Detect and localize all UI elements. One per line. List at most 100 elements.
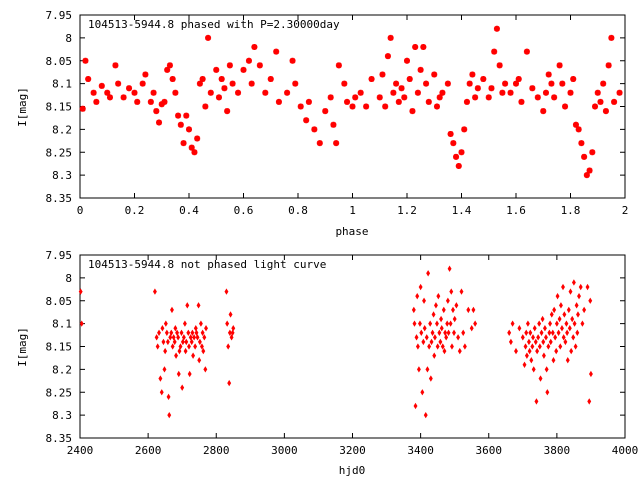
data-point: [447, 130, 454, 137]
tick-group: 0 0.2 0.4 0.6 0.8 1 1.2 1.4 1.6 1.8 2 7.95 8 8.05 8.1 8…: [46, 9, 629, 217]
data-point: [425, 366, 430, 373]
data-point: [398, 85, 405, 92]
chart-title: 104513-5944.8 phased with P=2.30000day: [88, 18, 340, 31]
data-point: [177, 121, 184, 128]
data-point: [139, 80, 146, 87]
data-point: [565, 329, 570, 336]
data-point: [522, 361, 527, 368]
data-point: [193, 325, 198, 332]
data-point: [79, 320, 84, 327]
data-point: [439, 325, 444, 332]
data-point: [166, 393, 171, 400]
data-point: [192, 334, 197, 341]
data-point: [104, 89, 111, 96]
data-point: [431, 311, 436, 318]
data-point: [548, 320, 553, 327]
data-point: [413, 402, 418, 410]
data-point: [513, 80, 519, 87]
data-point: [186, 126, 192, 133]
data-point: [600, 80, 607, 87]
data-point: [120, 94, 127, 101]
data-point: [561, 283, 565, 291]
data-point: [176, 334, 181, 341]
data-point: [588, 297, 593, 304]
x-tick-label: 2800: [203, 444, 230, 457]
data-point: [445, 320, 450, 327]
data-point: [517, 325, 522, 332]
data-point: [412, 44, 419, 51]
data-point: [166, 62, 173, 69]
data-point: [448, 320, 453, 327]
data-point: [520, 334, 525, 341]
data-point: [170, 306, 174, 314]
y-tick-label: 7.95: [46, 9, 73, 22]
data-point: [180, 140, 187, 147]
data-point: [531, 334, 535, 341]
data-point: [540, 108, 547, 115]
data-point: [175, 329, 180, 336]
data-point: [523, 48, 530, 55]
data-point: [543, 325, 547, 332]
data-point: [567, 89, 574, 96]
data-point: [411, 306, 416, 314]
data-point: [368, 76, 375, 83]
data-point: [335, 62, 342, 69]
data-point: [523, 343, 528, 350]
data-point: [559, 302, 563, 309]
data-point: [311, 126, 318, 133]
data-point: [538, 375, 543, 382]
data-point: [201, 347, 206, 355]
data-point: [154, 334, 159, 341]
x-tick-label: 3800: [544, 444, 571, 457]
data-point: [414, 334, 419, 341]
data-point: [191, 352, 196, 359]
data-point: [245, 57, 252, 64]
y-tick-label: 8.35: [46, 192, 73, 205]
data-point: [541, 352, 546, 359]
data-point: [178, 343, 183, 350]
data-point: [570, 76, 577, 83]
data-point: [582, 306, 587, 314]
data-point: [566, 306, 571, 314]
data-point: [327, 94, 334, 101]
data-point: [608, 34, 615, 41]
data-point: [457, 347, 462, 355]
data-point: [562, 311, 567, 318]
data-point: [542, 89, 549, 96]
data-point: [529, 357, 534, 364]
data-point: [199, 343, 204, 350]
data-point: [164, 66, 171, 73]
data-point: [384, 53, 391, 60]
data-point: [79, 105, 86, 112]
data-point: [199, 76, 206, 83]
data-point: [162, 366, 167, 373]
data-point: [565, 357, 570, 364]
data-point: [303, 117, 310, 124]
data-point: [188, 334, 193, 341]
data-point: [562, 103, 569, 110]
x-tick-label: 2400: [67, 444, 94, 457]
data-point: [182, 320, 187, 327]
data-point: [194, 135, 201, 142]
data-point: [605, 62, 612, 69]
data-point: [556, 62, 563, 69]
data-point: [434, 302, 438, 309]
data-point: [446, 329, 451, 336]
data-point: [414, 89, 421, 96]
data-point: [202, 103, 209, 110]
data-point: [226, 343, 231, 350]
data-point: [461, 329, 466, 336]
data-point: [256, 62, 263, 69]
data-point: [420, 44, 427, 51]
data-point: [524, 329, 529, 336]
data-points: [78, 265, 593, 419]
data-point: [451, 306, 455, 314]
chart-title: 104513-5944.8 not phased light curve: [88, 258, 326, 271]
x-tick-label: 1.6: [506, 204, 526, 217]
data-point: [424, 334, 429, 341]
y-tick-label: 8.1: [52, 318, 72, 331]
data-point: [539, 329, 544, 336]
data-point: [297, 103, 304, 110]
data-point: [527, 347, 532, 355]
data-point: [284, 89, 291, 96]
